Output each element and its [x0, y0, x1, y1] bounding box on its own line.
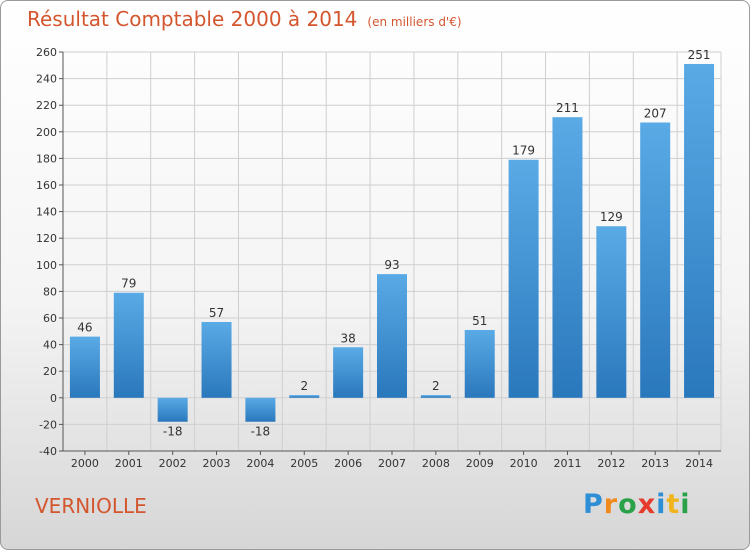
x-tick-label: 2011 — [553, 457, 581, 470]
logo-letter: t — [666, 489, 681, 520]
x-tick-label: 2003 — [203, 457, 231, 470]
data-label: 57 — [209, 306, 224, 320]
chart-title: Résultat Comptable 2000 à 2014 (en millie… — [27, 7, 462, 31]
y-tick-label: 80 — [43, 285, 57, 298]
bar — [596, 226, 627, 398]
bar — [684, 63, 715, 398]
data-label: 129 — [600, 210, 623, 224]
bar — [113, 292, 144, 398]
x-tick-label: 2000 — [71, 457, 99, 470]
x-tick-label: 2004 — [246, 457, 274, 470]
bar — [201, 321, 232, 398]
bar — [420, 395, 451, 398]
data-label: 79 — [121, 277, 136, 291]
x-tick-label: 2012 — [597, 457, 625, 470]
logo-letter: x — [637, 489, 657, 520]
data-label: 2 — [300, 379, 308, 393]
y-tick-label: 120 — [36, 232, 57, 245]
bar — [289, 395, 320, 398]
logo-letter: i — [680, 489, 691, 520]
y-tick-label: -20 — [39, 418, 57, 431]
x-tick-label: 2010 — [510, 457, 538, 470]
chart-subtitle: (en milliers d'€) — [367, 15, 462, 29]
bars — [69, 63, 715, 422]
y-tick-label: 160 — [36, 179, 57, 192]
data-label: 46 — [77, 321, 92, 335]
logo-letter: P — [583, 489, 604, 520]
y-tick-label: 180 — [36, 152, 57, 165]
data-label: 93 — [384, 258, 399, 272]
y-tick-label: 20 — [43, 365, 57, 378]
y-tick-label: 200 — [36, 126, 57, 139]
bar — [69, 336, 100, 398]
y-tick-label: 60 — [43, 312, 57, 325]
x-tick-label: 2014 — [685, 457, 713, 470]
data-label: 51 — [472, 314, 487, 328]
data-label: 211 — [556, 101, 579, 115]
data-label: 251 — [688, 48, 711, 62]
bar — [377, 274, 407, 398]
data-label: -18 — [163, 425, 183, 439]
bar — [552, 117, 583, 398]
chart-title-text: Résultat Comptable 2000 à 2014 — [27, 7, 358, 31]
logo-letter: r — [603, 489, 619, 520]
x-tick-label: 2009 — [466, 457, 494, 470]
data-label: 179 — [512, 144, 535, 158]
data-label: 207 — [644, 106, 667, 120]
x-tick-label: 2008 — [422, 457, 450, 470]
data-label: -18 — [251, 425, 271, 439]
y-tick-label: 220 — [36, 99, 57, 112]
x-tick-label: 2006 — [334, 457, 362, 470]
commune-name: VERNIOLLE — [35, 494, 147, 518]
bar — [464, 329, 495, 398]
x-tick-label: 2002 — [159, 457, 187, 470]
bar — [640, 122, 671, 398]
x-tick-label: 2007 — [378, 457, 406, 470]
proxiti-logo: Proxiti — [583, 489, 691, 520]
logo-letter: o — [618, 489, 638, 520]
bar — [157, 397, 188, 422]
x-tick-label: 2005 — [290, 457, 318, 470]
y-tick-label: 260 — [36, 46, 57, 59]
y-tick-label: 240 — [36, 73, 57, 86]
y-tick-label: 100 — [36, 259, 57, 272]
y-tick-label: 40 — [43, 339, 57, 352]
axes: -40 -20 0 20 40 60 80 100 120 140 160 180 200 220 240 2… — [36, 46, 721, 470]
logo-letter: i — [656, 489, 667, 520]
data-label: 2 — [432, 379, 440, 393]
y-tick-label: 140 — [36, 206, 57, 219]
data-label: 38 — [340, 331, 355, 345]
y-tick-label: -40 — [39, 445, 57, 458]
y-tick-label: 0 — [50, 392, 57, 405]
x-tick-label: 2001 — [115, 457, 143, 470]
bar — [333, 347, 364, 398]
bar — [508, 159, 539, 398]
bar — [245, 397, 276, 422]
x-tick-label: 2013 — [641, 457, 669, 470]
